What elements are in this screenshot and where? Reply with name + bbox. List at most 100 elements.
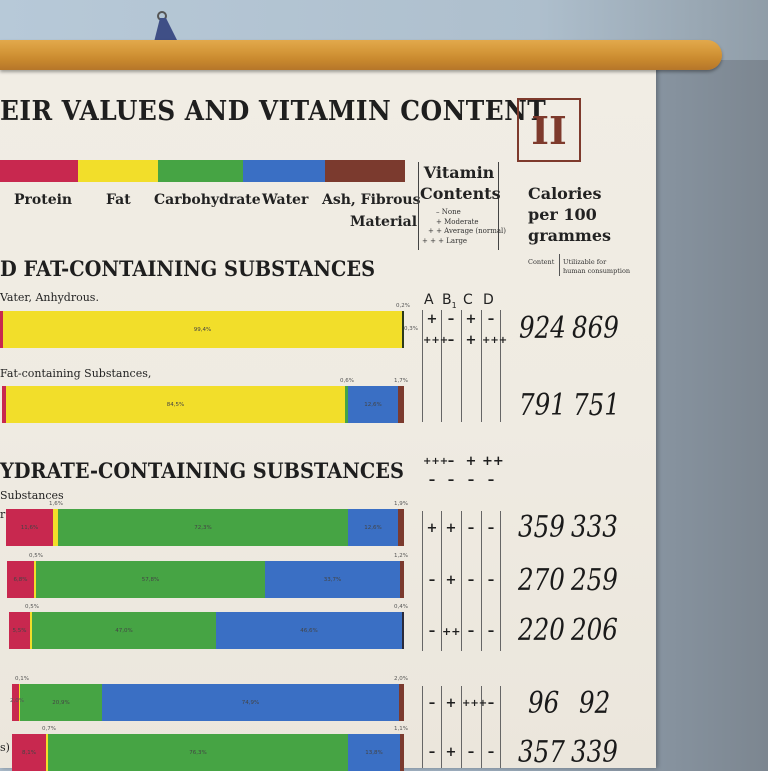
calories-content: 357: [518, 735, 565, 770]
seg-value-fat: 0,1%: [15, 676, 29, 682]
legend-label-ash: Ash, Fibrous: [322, 192, 421, 208]
bar-seg-ash: [398, 509, 404, 546]
vitamin-mark: –: [428, 745, 436, 760]
bar-seg-ash: [402, 612, 404, 649]
legend-label-protein: Protein: [14, 192, 73, 208]
calories-sub-utilizable-2: human consumption: [563, 267, 631, 275]
calories-utilizable: 751: [573, 388, 620, 423]
vitamin-mark: –: [447, 473, 455, 488]
vitamin-key: – None + Moderate + + Average (normal) +…: [422, 208, 506, 246]
seg-value-ash: 0,4%: [394, 604, 408, 610]
seg-value-ash: 1,9%: [394, 501, 408, 507]
bar-seg-protein: 11,6%: [6, 509, 53, 546]
bar-seg-water: 46,6%: [216, 612, 402, 649]
seg-value: 74,9%: [241, 699, 260, 706]
vitamin-contents-header: Vitamin Contents: [420, 162, 501, 204]
seg-value-protein: 2,0%: [10, 698, 24, 704]
seg-value: 12,6%: [364, 524, 382, 531]
seg-value-fat: 0,7%: [42, 726, 56, 732]
legend-label-fat: Fat: [106, 192, 131, 208]
calories-utilizable: 869: [572, 311, 619, 346]
divider: [498, 162, 499, 250]
vitamin-grid-line: [481, 686, 482, 768]
legend-swatch-carbohydrate: [158, 160, 243, 182]
vitamin-mark: –: [467, 573, 475, 588]
legend-label-carbohydrate: Carbohydrate: [154, 192, 261, 208]
bar-seg-fat: 99,4%: [3, 311, 402, 348]
chart-bar-row-5: 5,5% 47,0% 46,6% 0,5% 0,4%: [9, 604, 408, 649]
vitamin-mark: –: [447, 312, 455, 327]
vitamin-key-large: + + + Large: [422, 236, 468, 245]
chart-bar-row-4: 6,8% 57,8% 33,7% 0,5% 1,2%: [7, 553, 408, 598]
seg-value: 20,9%: [52, 699, 70, 706]
vitamin-mark: –: [428, 624, 436, 639]
bar-seg-water: 74,9%: [102, 684, 399, 721]
seg-value: 46,6%: [300, 627, 318, 634]
seg-value-ash: 1,7%: [394, 378, 408, 384]
legend-label-water: Water: [262, 192, 309, 208]
bar-seg-carbohydrate: 47,0%: [32, 612, 216, 649]
bar-seg-fat: [19, 684, 20, 721]
vitamin-grid-line: [422, 686, 423, 768]
calories-sub-utilizable: Utilizable for human consumption: [563, 258, 630, 276]
divider: [418, 162, 419, 250]
vitamin-mark: ++: [442, 625, 461, 638]
vitamin-mark: +: [465, 312, 477, 327]
calories-header: Calories per 100 grammes: [528, 183, 611, 246]
vitamin-mark: +: [445, 745, 457, 760]
calories-utilizable: 333: [571, 510, 618, 545]
seg-value-fat: 0,5%: [29, 553, 43, 559]
bar-seg-fat: [53, 509, 58, 546]
vitamin-col-b-label: B: [442, 292, 452, 308]
vitamin-mark: –: [487, 745, 495, 760]
legend-swatch-ash: [325, 160, 405, 182]
bar-seg-carbohydrate: 57,8%: [36, 561, 265, 598]
vitamin-mark: –: [428, 473, 436, 488]
seg-value: 6,8%: [13, 576, 28, 583]
calories-utilizable: 339: [571, 735, 618, 770]
calories-header-line2: per 100: [528, 205, 597, 224]
section-title-carbohydrate: YDRATE-CONTAINING SUBSTANCES: [0, 458, 404, 483]
legend-swatch-water: [243, 160, 325, 182]
vitamin-mark: –: [467, 745, 475, 760]
calories-utilizable: 92: [579, 686, 611, 721]
vitamin-col-d: D: [483, 292, 494, 308]
seg-value-fat: 0,5%: [25, 604, 39, 610]
nutrition-wall-chart: EIR VALUES AND VITAMIN CONTENT II Protei…: [0, 68, 656, 771]
calories-utilizable: 206: [571, 613, 618, 648]
seg-value-ash: 2,0%: [394, 676, 408, 682]
seg-value: 84,5%: [166, 401, 185, 408]
vitamin-grid-line: [441, 686, 442, 768]
bar-seg-protein: [2, 386, 6, 423]
seg-value-ash: 0,3%: [404, 326, 418, 332]
calories-content: 359: [518, 510, 565, 545]
legend-label-ash-2: Material: [350, 214, 418, 230]
bar-seg-protein: [12, 684, 19, 721]
seg-value-fat: 1,6%: [49, 501, 63, 507]
vitamin-grid-line: [422, 310, 423, 422]
group-label-substances: Substances: [0, 489, 64, 502]
vitamin-col-a: A: [424, 292, 434, 308]
bar-seg-ash: [402, 311, 404, 348]
calories-content: 924: [519, 311, 566, 346]
plate-numeral: II: [517, 98, 581, 162]
vitamin-mark: +: [426, 521, 438, 536]
seg-value: 12,6%: [364, 401, 382, 408]
section-title-fat: D FAT-CONTAINING SUBSTANCES: [0, 256, 376, 281]
seg-value: 5,5%: [12, 627, 27, 634]
row-label-fragment: s): [0, 741, 10, 754]
seg-value: 76,3%: [189, 749, 207, 756]
seg-value: 11,6%: [20, 524, 39, 531]
vitamin-mark: +++: [423, 456, 449, 467]
vitamin-mark: +++: [462, 698, 488, 709]
vitamin-grid-line: [422, 511, 423, 651]
vitamin-header-line1: Vitamin: [423, 163, 495, 182]
vitamin-mark: –: [487, 521, 495, 536]
vitamin-key-none: – None: [436, 208, 461, 216]
vitamin-grid-line: [461, 686, 462, 768]
vitamin-mark: –: [447, 333, 455, 348]
seg-value-carb: 0,6%: [340, 378, 354, 384]
bar-seg-carbohydrate: 20,9%: [20, 684, 102, 721]
wooden-hanging-rod: [0, 40, 722, 70]
vitamin-mark: –: [467, 624, 475, 639]
